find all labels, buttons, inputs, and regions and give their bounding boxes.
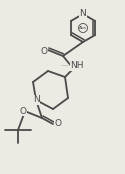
Text: O: O (40, 46, 48, 56)
Text: ····: ···· (60, 64, 68, 69)
Text: N: N (33, 96, 39, 105)
Text: O: O (54, 120, 62, 129)
Text: O: O (20, 106, 26, 116)
Text: NH: NH (70, 61, 84, 70)
Text: Abs: Abs (79, 26, 87, 30)
Text: N: N (80, 10, 86, 18)
